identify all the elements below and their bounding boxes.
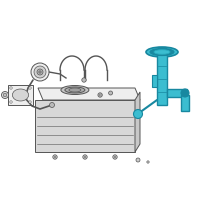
Circle shape bbox=[54, 156, 56, 158]
Bar bbox=[181, 95, 189, 111]
Ellipse shape bbox=[154, 50, 170, 54]
Circle shape bbox=[53, 155, 57, 159]
Circle shape bbox=[83, 155, 87, 159]
Circle shape bbox=[2, 92, 8, 98]
Circle shape bbox=[50, 102, 54, 108]
Circle shape bbox=[136, 158, 140, 162]
Circle shape bbox=[29, 101, 31, 103]
Circle shape bbox=[31, 63, 49, 81]
Bar bbox=[157, 53, 167, 105]
Polygon shape bbox=[38, 88, 140, 100]
Ellipse shape bbox=[146, 47, 178, 57]
Ellipse shape bbox=[65, 87, 85, 93]
Circle shape bbox=[10, 101, 12, 103]
Polygon shape bbox=[135, 92, 140, 152]
Circle shape bbox=[37, 69, 43, 75]
Circle shape bbox=[99, 94, 101, 96]
Circle shape bbox=[113, 155, 117, 159]
Ellipse shape bbox=[150, 48, 174, 55]
Ellipse shape bbox=[61, 86, 89, 95]
Bar bbox=[167, 89, 187, 97]
Circle shape bbox=[134, 110, 142, 118]
Circle shape bbox=[29, 87, 31, 89]
Circle shape bbox=[84, 156, 86, 158]
Circle shape bbox=[98, 93, 102, 97]
Circle shape bbox=[181, 89, 189, 97]
Circle shape bbox=[34, 66, 46, 78]
Circle shape bbox=[109, 91, 113, 95]
Circle shape bbox=[10, 87, 12, 89]
Circle shape bbox=[114, 156, 116, 158]
Circle shape bbox=[147, 161, 149, 163]
Bar bbox=[152, 75, 157, 87]
Bar bbox=[8, 85, 33, 105]
Ellipse shape bbox=[12, 89, 29, 101]
Polygon shape bbox=[35, 100, 135, 152]
Circle shape bbox=[82, 78, 86, 82]
Circle shape bbox=[39, 71, 41, 73]
Ellipse shape bbox=[69, 88, 81, 92]
Circle shape bbox=[3, 93, 7, 97]
Bar bbox=[158, 47, 166, 55]
